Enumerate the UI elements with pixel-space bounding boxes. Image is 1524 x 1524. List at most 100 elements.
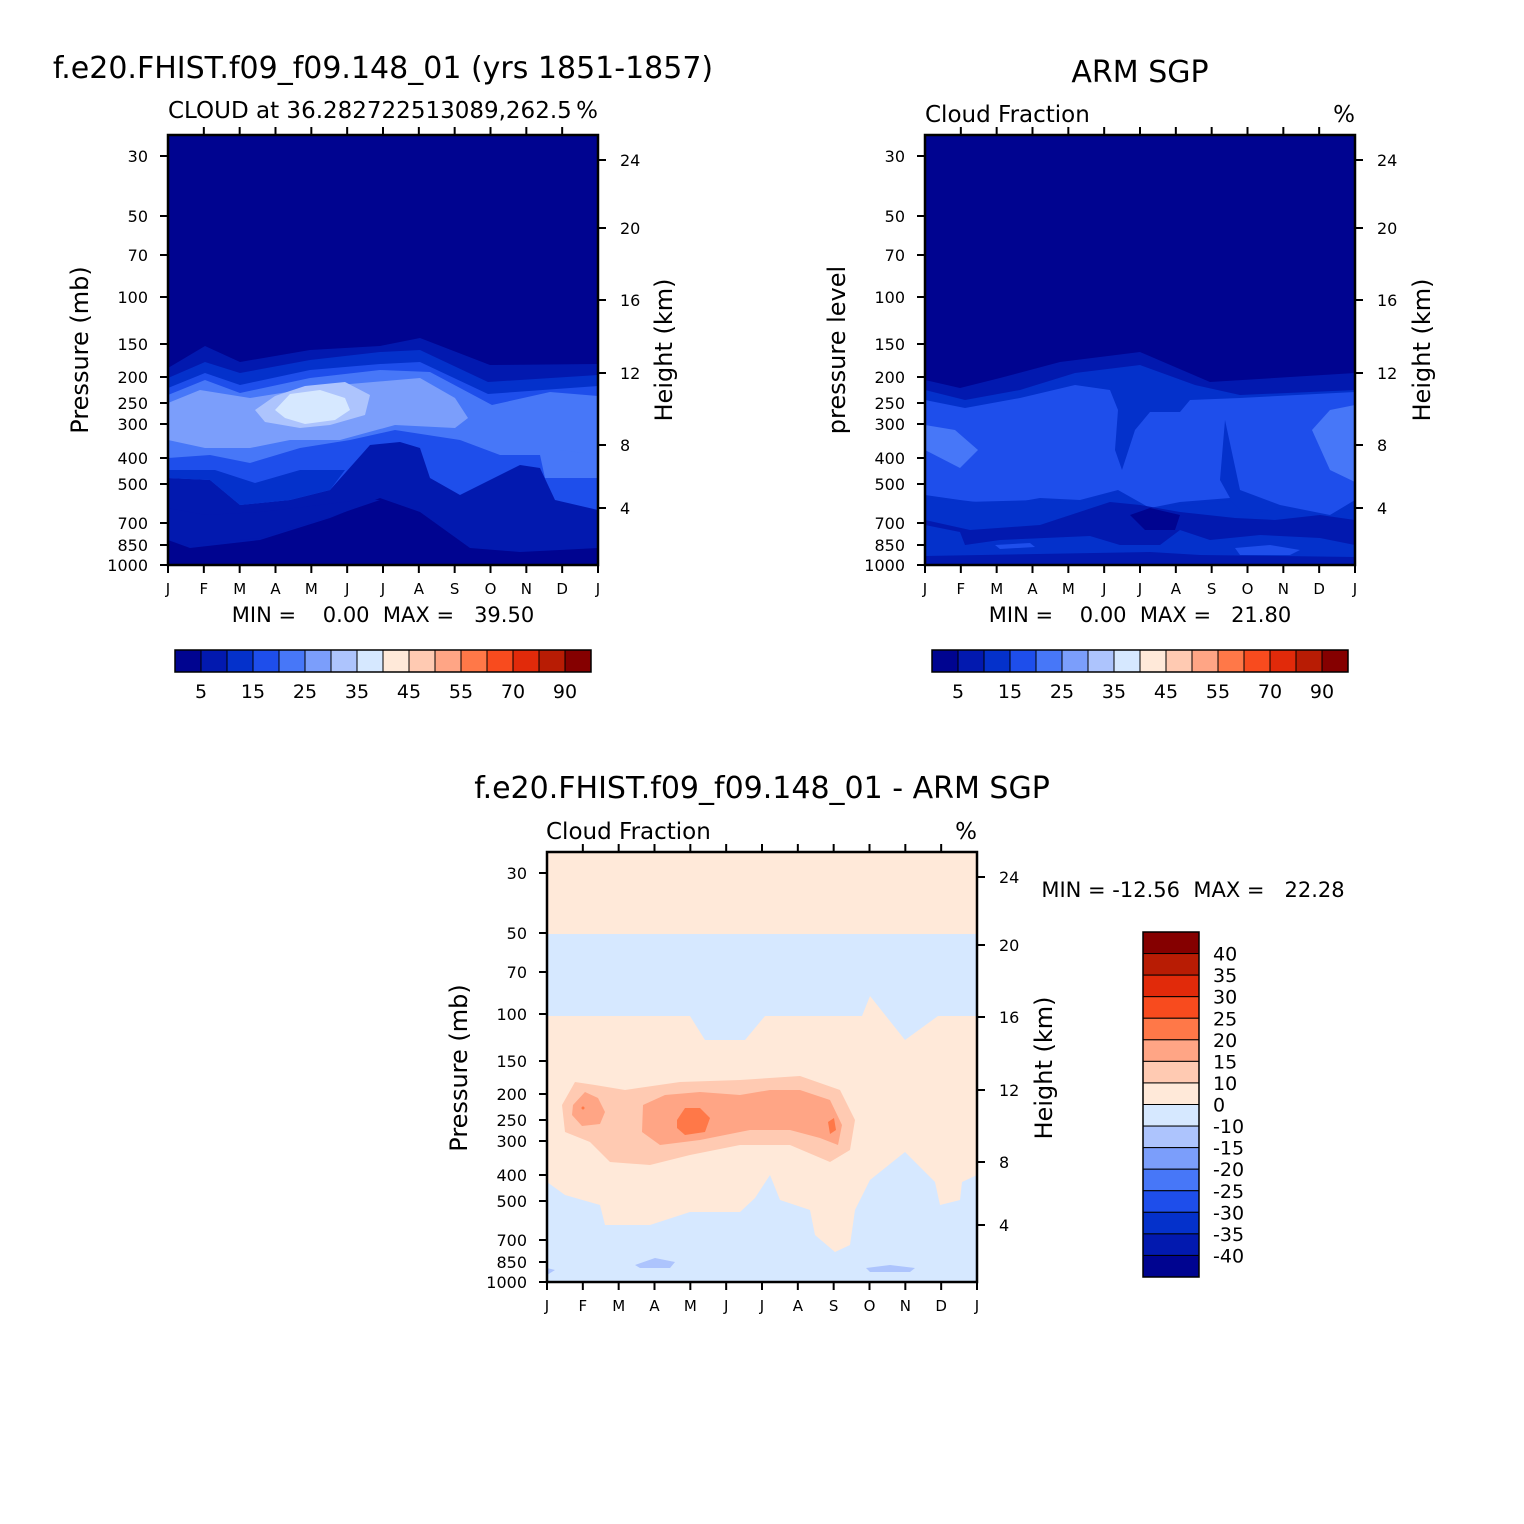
panel-model-ytick-right-label: 24 bbox=[620, 151, 640, 170]
panel-model-colorbar-label: 25 bbox=[293, 681, 317, 703]
panel-obs-xtick-label: M bbox=[1062, 580, 1075, 598]
panel-obs-field bbox=[925, 135, 1355, 565]
panel-model-colorbar-box bbox=[460, 649, 488, 673]
panel-diff: f.e20.FHIST.f09_f09.148_01 - ARM SGP Clo… bbox=[445, 771, 1345, 1315]
panel-diff-ytick-label: 50 bbox=[507, 924, 527, 943]
panel-model-xtick-label: M bbox=[305, 580, 318, 598]
panel-diff-colorbar-label: 40 bbox=[1213, 944, 1237, 966]
panel-obs-colorbar-box bbox=[1035, 649, 1063, 673]
panel-obs-subtitle: Cloud Fraction bbox=[925, 102, 1090, 128]
panel-diff-colorbar-label: 35 bbox=[1213, 965, 1237, 987]
panel-obs-units: % bbox=[1333, 102, 1355, 128]
panel-diff-colorbar-box bbox=[1142, 1104, 1200, 1127]
panel-diff-ytick-right-label: 16 bbox=[999, 1008, 1019, 1027]
panel-diff-ytick-label: 150 bbox=[496, 1052, 527, 1071]
panel-obs-title: ARM SGP bbox=[1071, 55, 1208, 90]
panel-obs-colorbar-label: 55 bbox=[1206, 681, 1230, 703]
panel-diff-ytick-label: 300 bbox=[496, 1132, 527, 1151]
panel-model-ytick-right-label: 8 bbox=[620, 436, 630, 455]
panel-model-colorbar-box bbox=[382, 649, 410, 673]
panel-obs-minmax: MIN = 0.00 MAX = 21.80 bbox=[989, 603, 1291, 627]
panel-obs-colorbar-box bbox=[1243, 649, 1271, 673]
panel-model-colorbar-box bbox=[408, 649, 436, 673]
panel-model-colorbar-label: 15 bbox=[241, 681, 265, 703]
panel-model-title: f.e20.FHIST.f09_f09.148_01 (yrs 1851-185… bbox=[53, 51, 713, 86]
panel-diff-colorbar-label: -25 bbox=[1213, 1181, 1244, 1203]
panel-obs-xtick-label: A bbox=[1171, 580, 1182, 598]
panel-obs-ytick-label: 1000 bbox=[864, 556, 905, 575]
panel-diff-colorbar-box bbox=[1142, 1082, 1200, 1105]
panel-model-ytick-label: 50 bbox=[128, 207, 148, 226]
panel-obs-colorbar-box bbox=[1321, 649, 1349, 673]
panel-diff-colorbar-box bbox=[1142, 1254, 1200, 1278]
panel-diff-colorbar-label: -15 bbox=[1213, 1138, 1244, 1160]
panel-obs-colorbar-label: 5 bbox=[952, 681, 964, 703]
panel-obs-ytick-label: 400 bbox=[874, 449, 905, 468]
panel-obs-ytick-label: 30 bbox=[885, 147, 905, 166]
panel-diff-xtick-label: J bbox=[723, 1297, 728, 1315]
panel-model-colorbar-box bbox=[486, 649, 514, 673]
panel-obs-xtick-label: M bbox=[990, 580, 1003, 598]
panel-model-ytick-right-label: 4 bbox=[620, 499, 630, 518]
panel-obs-ytick-right-label: 16 bbox=[1377, 291, 1397, 310]
panel-model-colorbar-box bbox=[330, 649, 358, 673]
panel-obs-ytick-right-label: 20 bbox=[1377, 219, 1397, 238]
panel-diff-ytick-label: 850 bbox=[496, 1253, 527, 1272]
panel-model-minmax: MIN = 0.00 MAX = 39.50 bbox=[232, 603, 534, 627]
panel-model-colorbar-box bbox=[200, 649, 228, 673]
panel-diff-colorbar-box bbox=[1142, 1190, 1200, 1213]
panel-model-xtick-label: A bbox=[414, 580, 425, 598]
panel-diff-colorbar-box bbox=[1142, 1168, 1200, 1192]
panel-obs-ytick-label: 850 bbox=[874, 536, 905, 555]
panel-model-ytick-label: 850 bbox=[117, 536, 148, 555]
panel-obs-xtick-label: J bbox=[1101, 580, 1106, 598]
panel-diff-ytick-right-label: 24 bbox=[999, 868, 1019, 887]
panel-diff-colorbar-box bbox=[1142, 1125, 1200, 1149]
panel-obs-ylabel: pressure level bbox=[823, 266, 851, 434]
panel-obs-colorbar-label: 35 bbox=[1102, 681, 1126, 703]
panel-obs-ytick-label: 150 bbox=[874, 335, 905, 354]
panel-obs-colorbar-box bbox=[1269, 649, 1297, 673]
panel-model-colorbar-box bbox=[278, 649, 306, 673]
panel-diff-minmax: MIN = -12.56 MAX = 22.28 bbox=[1041, 878, 1344, 902]
panel-model-colorbar: 5 15 25 35 45 55 70 90 bbox=[174, 649, 592, 703]
panel-diff-colorbar-box bbox=[1142, 974, 1200, 998]
panel-diff-ylabel: Pressure (mb) bbox=[445, 984, 473, 1151]
panel-model-xtick-label: S bbox=[450, 580, 460, 598]
panel-model-ytick-label: 300 bbox=[117, 415, 148, 434]
panel-diff-units: % bbox=[955, 819, 977, 845]
panel-model-colorbar-box bbox=[304, 649, 332, 673]
panel-diff-xtick-label: O bbox=[864, 1297, 876, 1315]
panel-model-ytick-label: 1000 bbox=[107, 556, 148, 575]
panel-obs-ytick-label: 200 bbox=[874, 368, 905, 387]
panel-diff-xtick-label: A bbox=[793, 1297, 804, 1315]
panel-diff-colorbar-box bbox=[1142, 953, 1200, 976]
panel-obs-ytick-label: 250 bbox=[874, 394, 905, 413]
panel-diff-subtitle: Cloud Fraction bbox=[546, 819, 711, 845]
panel-obs-colorbar-box bbox=[957, 649, 985, 673]
panel-model-ytick-label: 700 bbox=[117, 514, 148, 533]
panel-obs-ytick-right-label: 24 bbox=[1377, 151, 1397, 170]
panel-obs-colorbar-box bbox=[931, 649, 959, 673]
panel-diff-ytick-label: 400 bbox=[496, 1166, 527, 1185]
panel-model-ytick-label: 400 bbox=[117, 449, 148, 468]
panel-model-xtick-label: F bbox=[200, 580, 209, 598]
panel-model-xtick-label: J bbox=[344, 580, 349, 598]
panel-obs-colorbar-box bbox=[1113, 649, 1141, 673]
panel-obs-ytick-right-label: 12 bbox=[1377, 364, 1397, 383]
panel-model-xtick-label: A bbox=[270, 580, 281, 598]
panel-model-colorbar-label: 45 bbox=[397, 681, 421, 703]
panel-diff-ytick-label: 250 bbox=[496, 1111, 527, 1130]
panel-diff-xtick-label: S bbox=[829, 1297, 839, 1315]
panel-diff-colorbar-box bbox=[1142, 1017, 1200, 1041]
panel-obs-colorbar-label: 45 bbox=[1154, 681, 1178, 703]
panel-model-xtick-label: J bbox=[165, 580, 170, 598]
panel-diff-colorbar-box bbox=[1142, 1060, 1200, 1084]
panel-obs-colorbar-box bbox=[1139, 649, 1167, 673]
panel-obs-ytick-right-label: 8 bbox=[1377, 436, 1387, 455]
panel-diff-ylabel-right: Height (km) bbox=[1030, 997, 1058, 1140]
panel-model-ytick-label: 30 bbox=[128, 147, 148, 166]
panel-diff-ytick-label: 100 bbox=[496, 1005, 527, 1024]
